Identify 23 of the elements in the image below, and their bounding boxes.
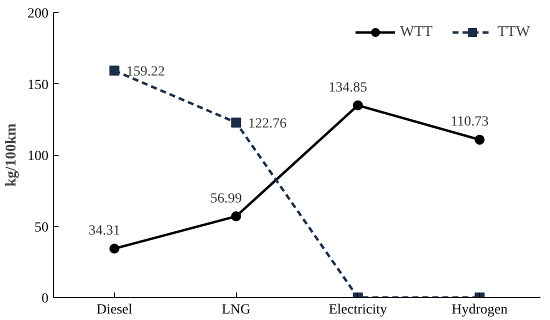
data-label: 122.76 (248, 116, 287, 132)
data-label: 134.85 (328, 80, 368, 96)
data-label: 159.22 (126, 64, 165, 80)
legend-label: WTT (400, 24, 433, 40)
x-tick-label: LNG (222, 302, 251, 318)
legend-label: TTW (498, 24, 530, 40)
data-label: 110.73 (450, 114, 489, 130)
y-tick-label: 100 (28, 149, 48, 164)
point (231, 118, 242, 128)
x-tick-label: Electricity (328, 302, 388, 318)
data-label: 56.99 (210, 191, 242, 206)
y-tick-label: 50 (34, 220, 48, 236)
x-tick-label: Diesel (96, 302, 132, 318)
point (474, 134, 485, 145)
point (352, 100, 363, 110)
point (231, 211, 242, 222)
point (109, 66, 120, 76)
y-axis-title: kg/100km (4, 122, 20, 187)
y-tick-label: 0 (42, 292, 48, 306)
x-tick-label: Hydrogen (452, 302, 508, 318)
y-tick-label: 150 (28, 78, 48, 93)
data-label: 34.31 (88, 224, 120, 239)
y-tick-label: 200 (28, 6, 48, 22)
